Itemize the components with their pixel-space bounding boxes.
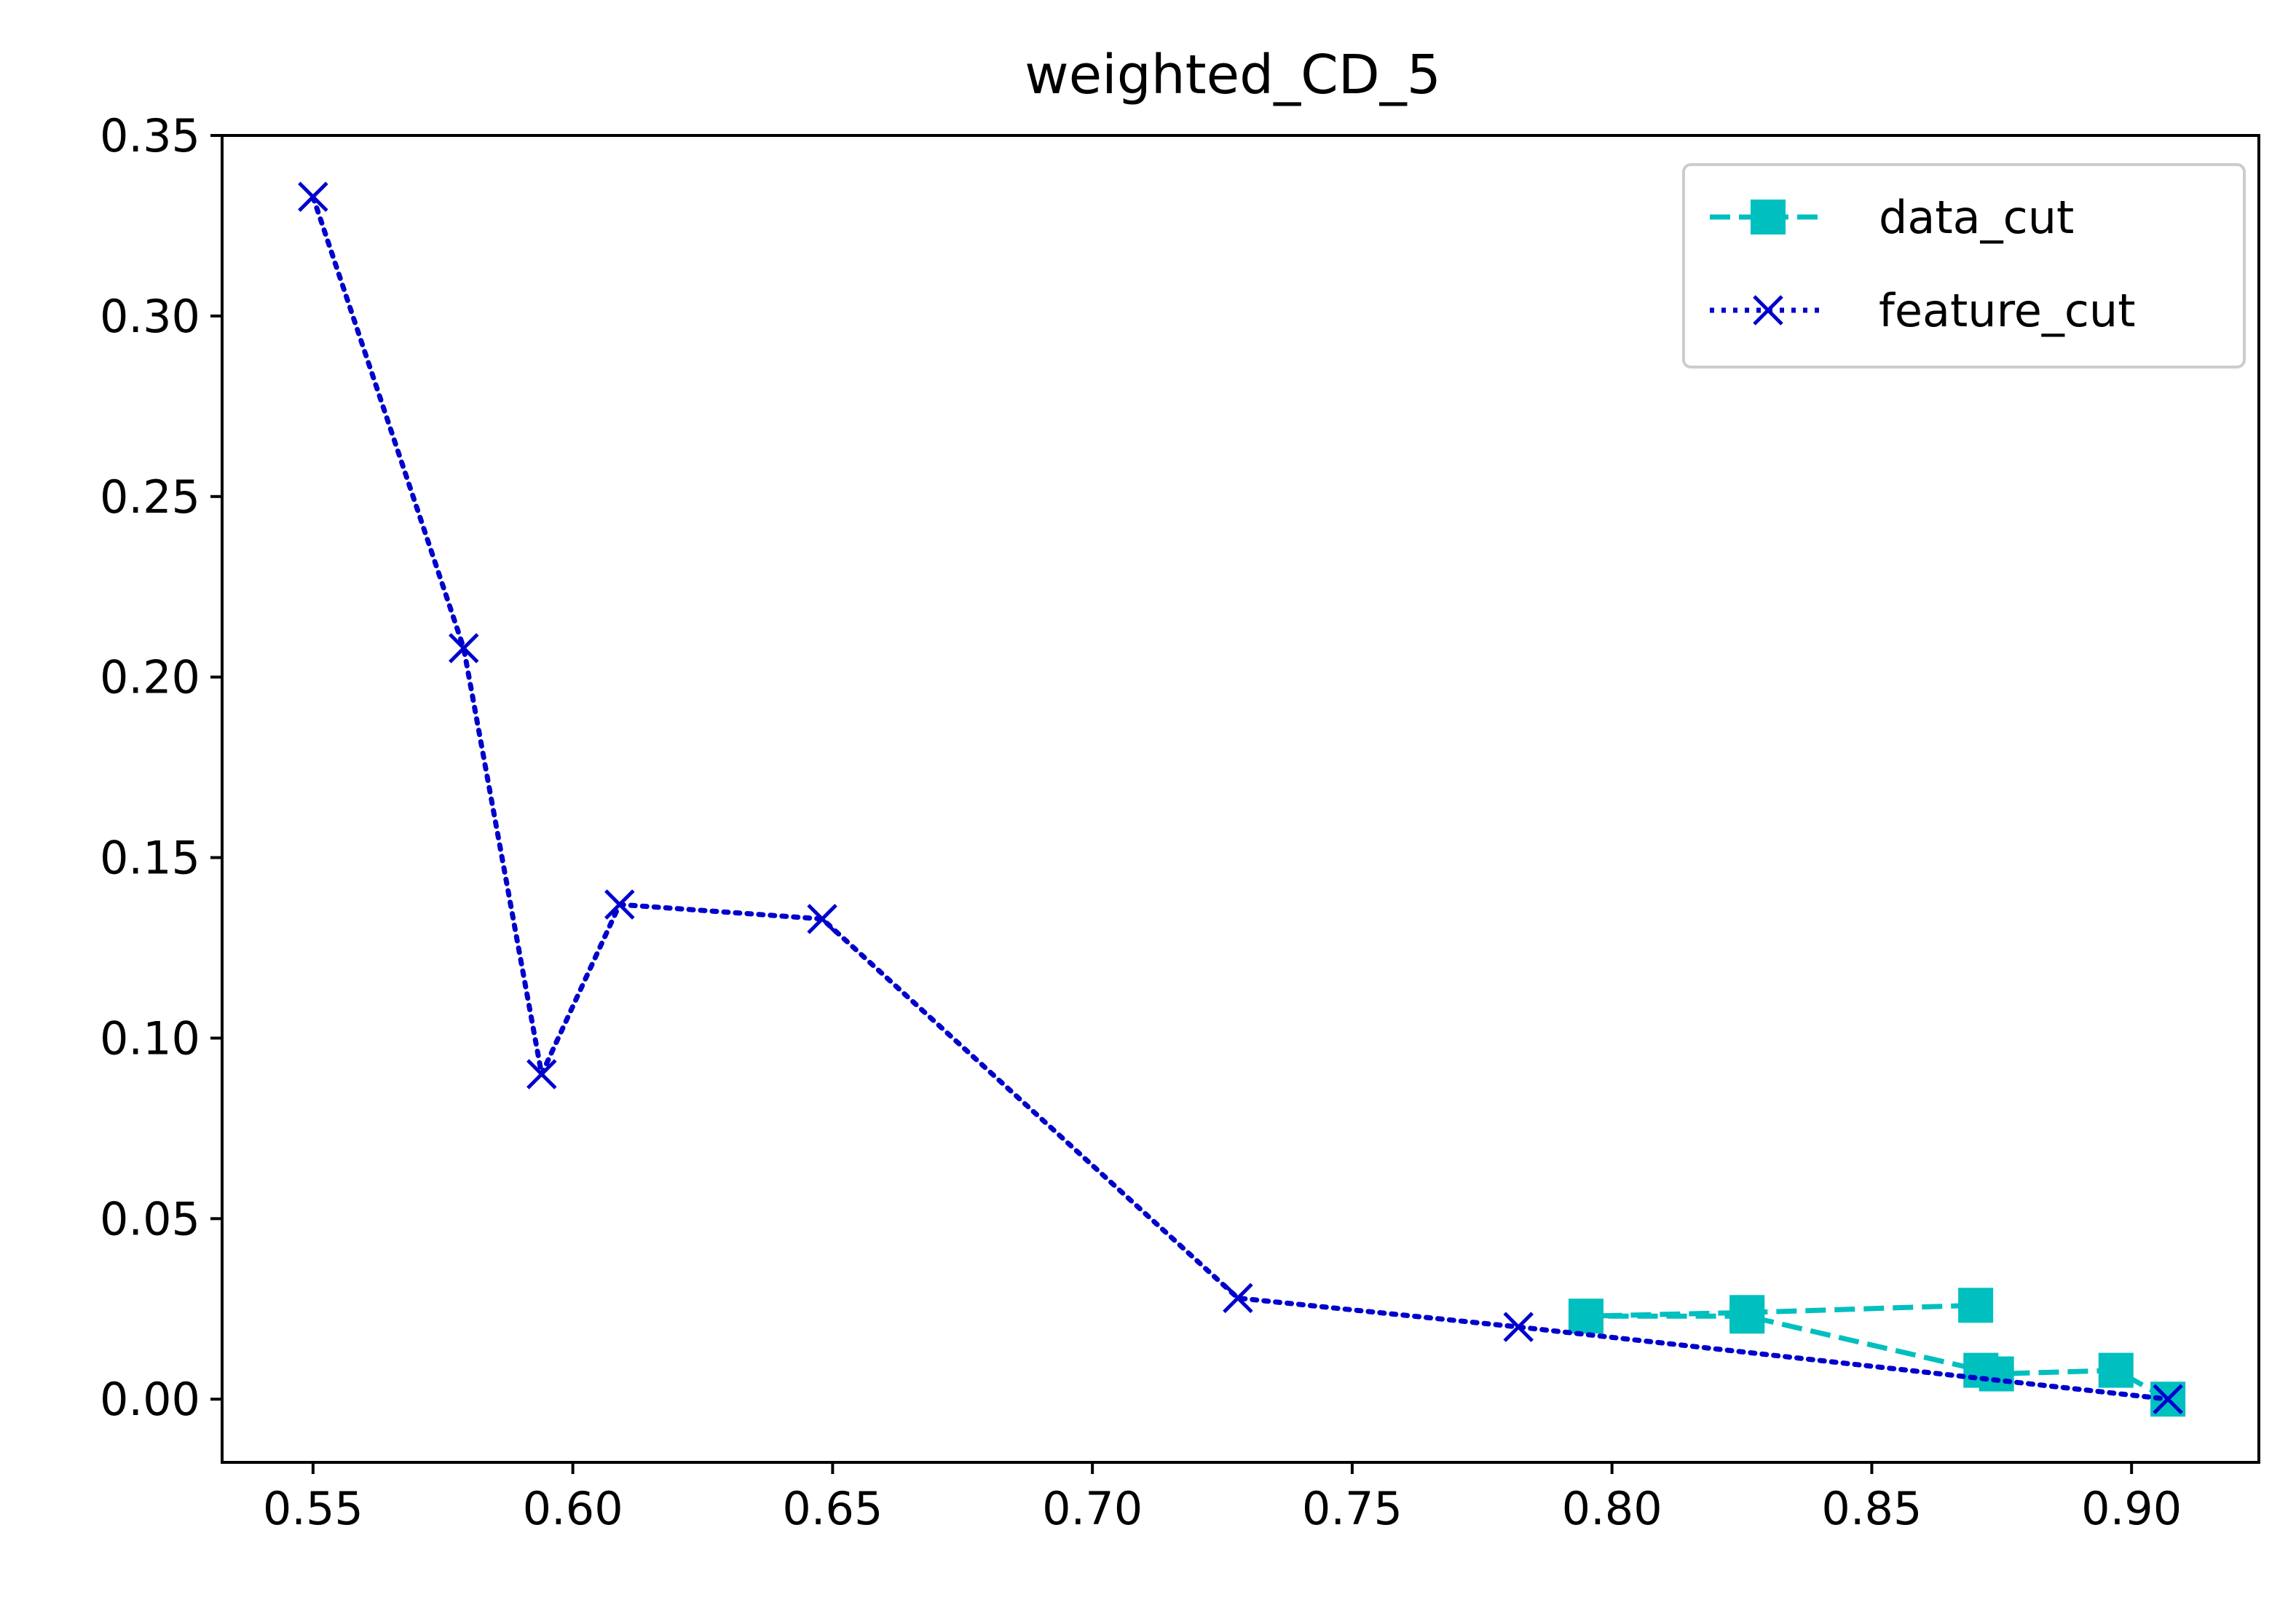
- x-tick-label: 0.80: [1562, 1482, 1662, 1535]
- x-tick-label: 0.55: [263, 1482, 363, 1535]
- legend-item-feature-cut: feature_cut: [1710, 284, 2136, 337]
- data-point: [449, 633, 479, 663]
- legend: data_cut feature_cut: [1682, 163, 2246, 369]
- x-tick-label: 0.85: [1821, 1482, 1922, 1535]
- legend-label: data_cut: [1879, 191, 2074, 244]
- series-line: [1583, 1302, 2169, 1402]
- legend-label: feature_cut: [1879, 284, 2136, 337]
- legend-marker: [1751, 200, 1786, 235]
- marker-stroke: [1753, 295, 1783, 326]
- y-tick-label: 0.15: [100, 832, 200, 885]
- plot-series: [298, 181, 2186, 1417]
- marker-stroke: [1503, 1312, 1534, 1342]
- data-point: [807, 904, 837, 934]
- series-line: [310, 194, 2171, 1402]
- marker-stroke: [449, 633, 479, 663]
- data-point: [2153, 1384, 2183, 1415]
- data-point: [526, 1059, 557, 1089]
- data-point: [298, 181, 328, 213]
- series-data-cut: [1568, 1288, 2186, 1417]
- series-feature-cut: [298, 181, 2183, 1415]
- legend-box: [1682, 163, 2246, 369]
- marker-stroke: [604, 889, 635, 920]
- y-tick-label: 0.30: [100, 290, 200, 343]
- plot-frame: [221, 134, 2260, 1464]
- x-tick-label: 0.65: [782, 1482, 883, 1535]
- y-tick-label: 0.20: [100, 651, 200, 704]
- marker-stroke: [298, 181, 328, 213]
- legend-item-data-cut: data_cut: [1710, 191, 2074, 244]
- data-point: [2098, 1352, 2134, 1388]
- data-point: [1963, 1352, 1999, 1388]
- marker-stroke: [526, 1059, 557, 1089]
- x-tick-label: 0.60: [523, 1482, 623, 1535]
- data-point: [1223, 1282, 1253, 1314]
- y-tick-label: 0.05: [100, 1192, 200, 1245]
- y-tick-label: 0.25: [100, 470, 200, 524]
- data-point: [1729, 1295, 1765, 1331]
- x-tick-label: 0.90: [2081, 1482, 2182, 1535]
- chart-title: weighted_CD_5: [1025, 44, 1441, 106]
- x-tick-label: 0.75: [1302, 1482, 1403, 1535]
- legend-marker: [1753, 295, 1783, 326]
- marker-stroke: [2153, 1384, 2183, 1415]
- y-axis: 0.00 0.05 0.10 0.15 0.20 0.25 0.30 0.35: [100, 109, 222, 1426]
- x-axis: 0.55 0.60 0.65 0.70 0.75 0.80 0.85 0.90: [263, 1462, 2182, 1535]
- y-tick-label: 0.10: [100, 1012, 200, 1065]
- data-point: [604, 889, 635, 920]
- y-tick-label: 0.00: [100, 1373, 200, 1426]
- data-point: [1503, 1312, 1534, 1342]
- marker-stroke: [1223, 1282, 1253, 1314]
- data-point: [1568, 1298, 1603, 1334]
- data-point: [1958, 1288, 1994, 1323]
- x-tick-label: 0.70: [1042, 1482, 1143, 1535]
- y-tick-label: 0.35: [100, 109, 200, 162]
- marker-stroke: [807, 904, 837, 934]
